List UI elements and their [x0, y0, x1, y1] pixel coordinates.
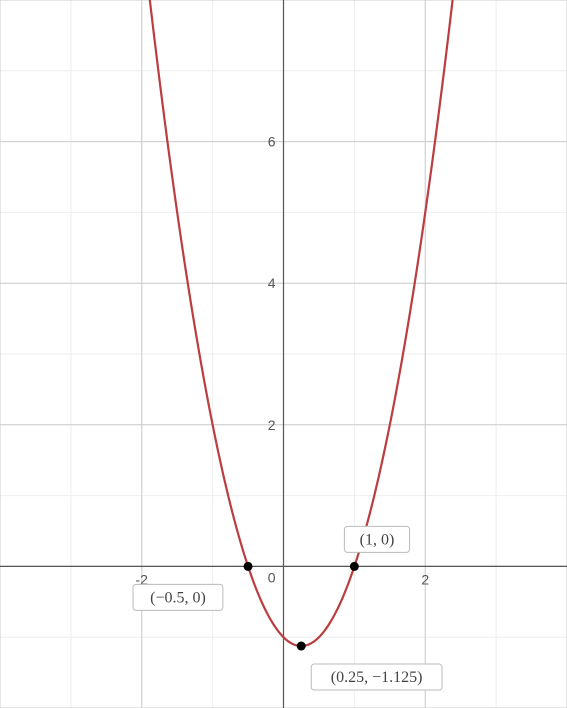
y-tick-label: 2 [268, 417, 276, 433]
plotted-point [350, 562, 359, 571]
y-tick-label: 6 [268, 134, 276, 150]
point-label: (−0.5, 0) [150, 589, 206, 606]
plotted-point [297, 642, 306, 651]
plotted-point [244, 562, 253, 571]
y-tick-label: 4 [268, 275, 276, 291]
origin-label: 0 [268, 569, 276, 585]
point-label: (1, 0) [360, 531, 395, 548]
parabola-chart: -222460(−0.5, 0)(1, 0)(0.25, −1.125) [0, 0, 567, 708]
x-tick-label: 2 [421, 571, 429, 587]
point-label: (0.25, −1.125) [331, 669, 423, 686]
